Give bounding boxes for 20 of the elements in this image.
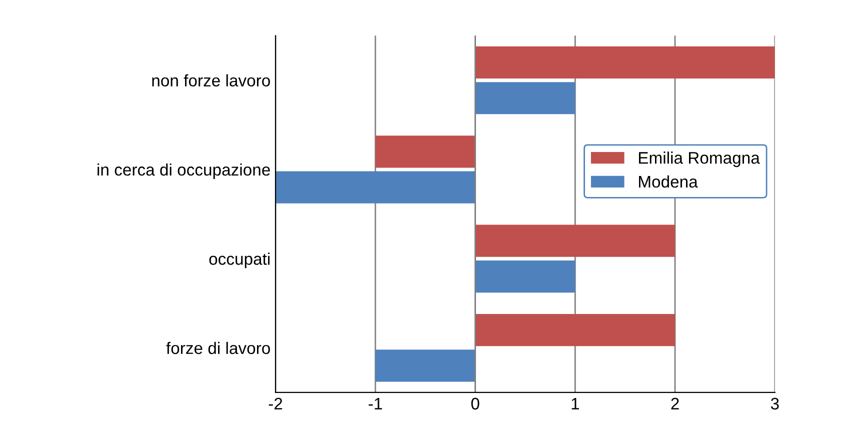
bar xyxy=(375,136,476,168)
bar xyxy=(475,260,576,293)
y-tick-label: forze di lavoro xyxy=(166,342,270,354)
x-tick-label: 2 xyxy=(671,398,679,410)
bar xyxy=(475,46,775,78)
y-tick-label: occupati xyxy=(209,252,270,268)
bar xyxy=(475,224,676,257)
y-tick-label: non forze lavoro xyxy=(152,74,270,86)
legend-label: Emilia Romagna xyxy=(639,152,760,168)
legend-label: Modena xyxy=(639,175,698,188)
x-tick-label: -2 xyxy=(268,398,282,410)
bar xyxy=(375,350,476,382)
x-tick-label: 0 xyxy=(471,398,480,410)
x-tick-label: 3 xyxy=(770,398,779,410)
y-tick-label: in cerca di occupazione xyxy=(98,163,270,179)
bar xyxy=(475,314,676,346)
bar xyxy=(475,82,576,114)
bar xyxy=(276,171,476,204)
x-tick-label: -1 xyxy=(368,398,382,410)
x-tick-label: 1 xyxy=(572,398,579,410)
